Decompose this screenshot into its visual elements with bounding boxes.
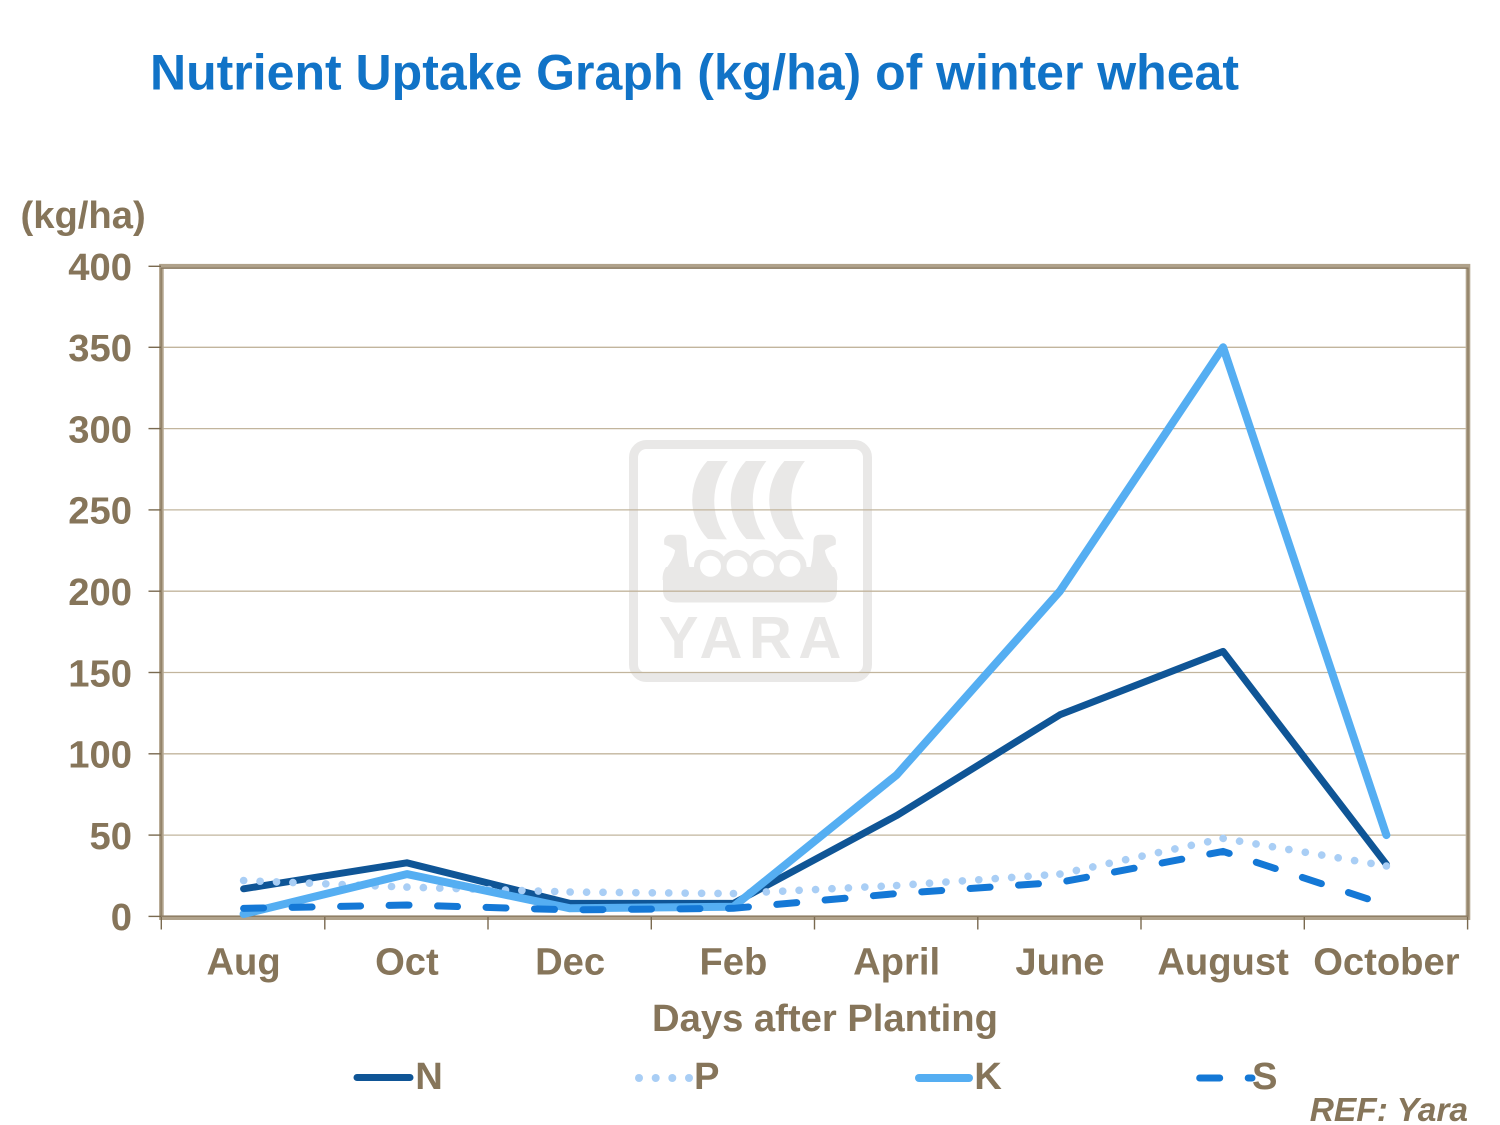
svg-text:June: June — [1015, 941, 1104, 984]
svg-text:REF: Yara: REF: Yara — [1310, 1092, 1468, 1125]
svg-text:Oct: Oct — [375, 941, 439, 984]
svg-text:250: 250 — [68, 490, 132, 533]
svg-text:50: 50 — [90, 815, 132, 858]
svg-text:0: 0 — [111, 896, 132, 939]
svg-text:Aug: Aug — [206, 941, 280, 984]
svg-text:Feb: Feb — [699, 941, 767, 984]
svg-text:N: N — [415, 1055, 443, 1098]
svg-text:August: August — [1157, 941, 1289, 984]
svg-text:Dec: Dec — [535, 941, 605, 984]
svg-text:S: S — [1252, 1055, 1277, 1098]
svg-text:350: 350 — [68, 327, 132, 370]
svg-text:Nutrient Uptake Graph (kg/ha): Nutrient Uptake Graph (kg/ha) of winter … — [150, 45, 1239, 101]
svg-text:YARA: YARA — [659, 604, 848, 671]
svg-text:April: April — [853, 941, 940, 984]
svg-text:300: 300 — [68, 408, 132, 451]
svg-text:400: 400 — [68, 246, 132, 289]
svg-text:(kg/ha): (kg/ha) — [21, 194, 146, 237]
svg-text:October: October — [1313, 941, 1460, 984]
svg-text:100: 100 — [68, 734, 132, 777]
svg-text:200: 200 — [68, 571, 132, 614]
svg-text:K: K — [974, 1055, 1002, 1098]
svg-text:150: 150 — [68, 652, 132, 695]
svg-text:P: P — [694, 1055, 719, 1098]
svg-text:Days after Planting: Days after Planting — [652, 997, 998, 1040]
